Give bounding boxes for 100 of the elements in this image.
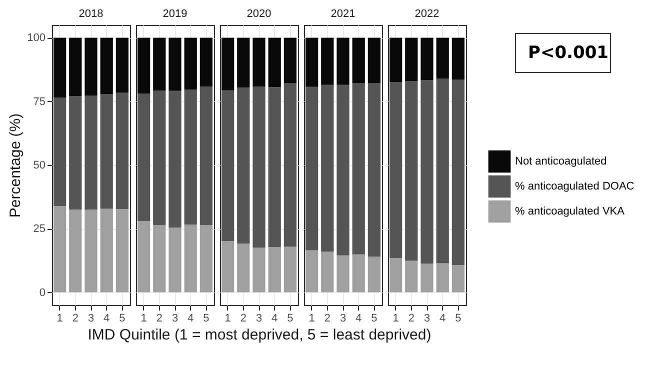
- bar: [352, 83, 365, 254]
- x-tick-label: 4: [356, 312, 362, 324]
- bar: [389, 258, 402, 292]
- bar: [420, 38, 434, 80]
- bar: [268, 246, 281, 292]
- bar: [305, 86, 318, 250]
- x-axis-title: IMD Quintile (1 = most deprived, 5 = least deprived): [88, 326, 432, 344]
- bar: [237, 244, 250, 292]
- bar: [116, 38, 129, 92]
- bar: [168, 228, 182, 292]
- bar: [69, 38, 82, 96]
- bar: [200, 86, 213, 226]
- x-tick-label: 2: [156, 312, 162, 324]
- bar: [405, 38, 418, 82]
- bar: [389, 82, 402, 258]
- bar: [436, 38, 449, 79]
- bar: [137, 38, 150, 94]
- y-tick-label: 25: [33, 223, 46, 236]
- bar: [100, 38, 113, 94]
- bar: [436, 263, 449, 292]
- x-tick-label: 2: [240, 312, 246, 324]
- bar: [184, 224, 197, 292]
- x-tick-label: 3: [340, 312, 346, 324]
- bar: [184, 90, 197, 225]
- bar: [284, 38, 297, 84]
- bar: [168, 90, 182, 228]
- bar: [452, 79, 465, 266]
- bar: [53, 206, 66, 292]
- bar: [336, 38, 350, 85]
- bar: [405, 260, 418, 292]
- bar: [221, 241, 234, 292]
- bar: [252, 38, 266, 87]
- bar: [200, 225, 213, 292]
- bar: [69, 96, 82, 210]
- x-tick-label: 2: [72, 312, 78, 324]
- y-tick-label: 50: [33, 160, 46, 172]
- bar: [284, 83, 297, 247]
- bar: [436, 78, 449, 264]
- legend-label: % anticoagulated VKA: [515, 206, 626, 218]
- chart-title: 2021: [330, 8, 356, 20]
- bar: [153, 225, 166, 292]
- chart-title: 2019: [162, 8, 188, 20]
- x-tick-label: 1: [308, 312, 315, 324]
- bar: [368, 83, 381, 257]
- bar: [53, 98, 66, 206]
- bar: [84, 210, 98, 292]
- bar: [284, 246, 297, 292]
- text: P<0.001: [515, 33, 611, 73]
- bar: [100, 94, 113, 209]
- x-tick-label: 3: [424, 312, 430, 324]
- bar: [221, 90, 234, 242]
- chart-title: 2020: [246, 8, 272, 20]
- bar: [352, 38, 365, 84]
- chart-title: 2022: [414, 8, 440, 20]
- bar: [305, 38, 318, 87]
- x-tick-label: 5: [455, 312, 462, 324]
- x-tick-label: 5: [119, 312, 126, 324]
- bar: [221, 38, 234, 90]
- x-tick-label: 1: [140, 312, 147, 324]
- x-tick-label: 2: [324, 312, 330, 324]
- bar: [420, 80, 434, 264]
- bar: [137, 221, 150, 292]
- x-tick-label: 3: [88, 312, 94, 324]
- y-tick-label: 75: [33, 96, 46, 108]
- bar: [368, 256, 381, 292]
- bar: [321, 38, 334, 85]
- x-tick-label: 5: [371, 312, 378, 324]
- bar: [405, 81, 418, 261]
- bar: [237, 38, 250, 88]
- x-tick-label: 4: [188, 312, 194, 324]
- bar: [116, 209, 129, 292]
- bar: [84, 96, 98, 210]
- x-tick-label: 4: [440, 312, 446, 324]
- bar: [137, 94, 150, 221]
- bar: [53, 38, 66, 98]
- bar: [184, 38, 197, 90]
- bar: [100, 208, 113, 292]
- bar: [352, 254, 365, 292]
- y-tick-label: 100: [27, 32, 46, 44]
- bar: [116, 92, 129, 210]
- y-tick-label: 0: [39, 286, 46, 299]
- bar: [252, 86, 266, 248]
- bar: [252, 248, 266, 292]
- bar: [336, 84, 350, 256]
- legend-label: % anticoagulated DOAC: [515, 180, 634, 192]
- bar: [84, 38, 98, 96]
- x-tick-label: 5: [203, 312, 210, 324]
- bar: [268, 87, 281, 247]
- bar: [153, 38, 166, 91]
- x-tick-label: 1: [392, 312, 399, 324]
- bar: [389, 38, 402, 82]
- x-tick-label: 1: [224, 312, 231, 324]
- bar: [305, 250, 318, 292]
- legend-label: Not anticoagulated: [515, 156, 607, 168]
- bar: [268, 38, 281, 88]
- bar: [200, 38, 213, 87]
- bar: [153, 90, 166, 226]
- x-tick-label: 1: [56, 312, 63, 324]
- bar: [452, 265, 465, 292]
- bar: [452, 38, 465, 80]
